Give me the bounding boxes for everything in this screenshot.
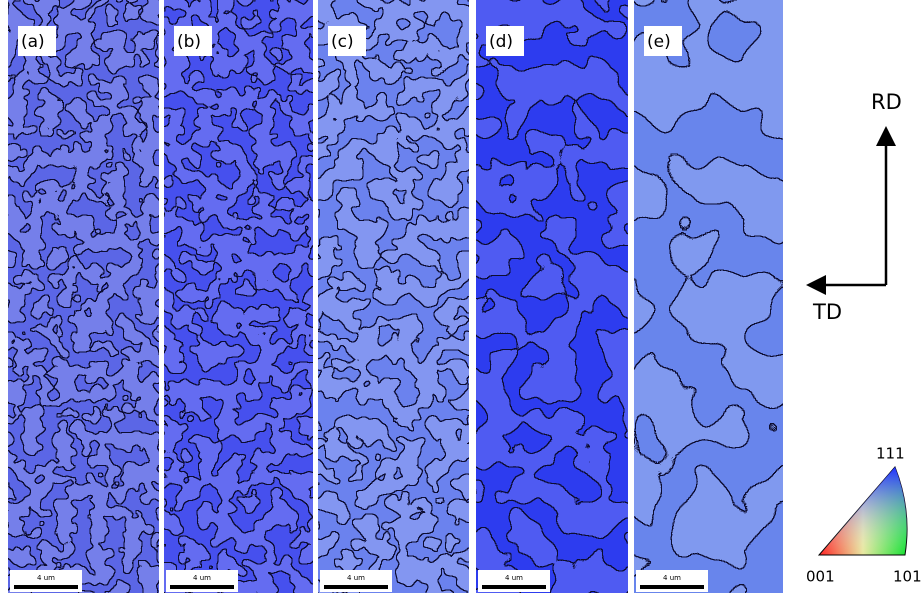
legend-111: 111 xyxy=(876,445,905,463)
scale-bar xyxy=(14,585,78,589)
scale-bar xyxy=(324,585,388,589)
rd-label: RD xyxy=(871,90,902,114)
panel-label: (d) xyxy=(489,32,513,52)
scale-bar xyxy=(482,585,546,589)
td-label: TD xyxy=(812,300,842,324)
scale-text: 4 um xyxy=(505,574,523,582)
grain-texture xyxy=(8,0,159,593)
ebsd-panel: (e) 4 um xyxy=(634,0,783,593)
scale-bar xyxy=(170,585,234,589)
grain-texture xyxy=(164,0,313,593)
panel-label: (b) xyxy=(177,32,201,52)
legend-101: 101 xyxy=(893,568,921,586)
panel-label: (c) xyxy=(331,32,354,52)
figure: (a) 4 um (b) 4 um (c) 4 um (d) 4 um (e) 4 um RD T… xyxy=(0,0,921,593)
scale-bar xyxy=(640,585,704,589)
ebsd-panel: (a) 4 um xyxy=(8,0,159,593)
ebsd-panel: (d) 4 um xyxy=(476,0,628,593)
ebsd-panel: (b) 4 um xyxy=(164,0,313,593)
legend-001: 001 xyxy=(806,568,835,586)
scale-text: 4 um xyxy=(193,574,211,582)
scale-text: 4 um xyxy=(37,574,55,582)
grain-texture xyxy=(318,0,469,593)
scale-text: 4 um xyxy=(663,574,681,582)
scale-text: 4 um xyxy=(347,574,365,582)
ebsd-panel: (c) 4 um xyxy=(318,0,469,593)
ipf-triangle-blue xyxy=(819,467,907,555)
grain-texture xyxy=(476,0,628,593)
panel-label: (a) xyxy=(21,32,45,52)
grain-texture xyxy=(634,0,783,593)
panel-label: (e) xyxy=(647,32,671,52)
